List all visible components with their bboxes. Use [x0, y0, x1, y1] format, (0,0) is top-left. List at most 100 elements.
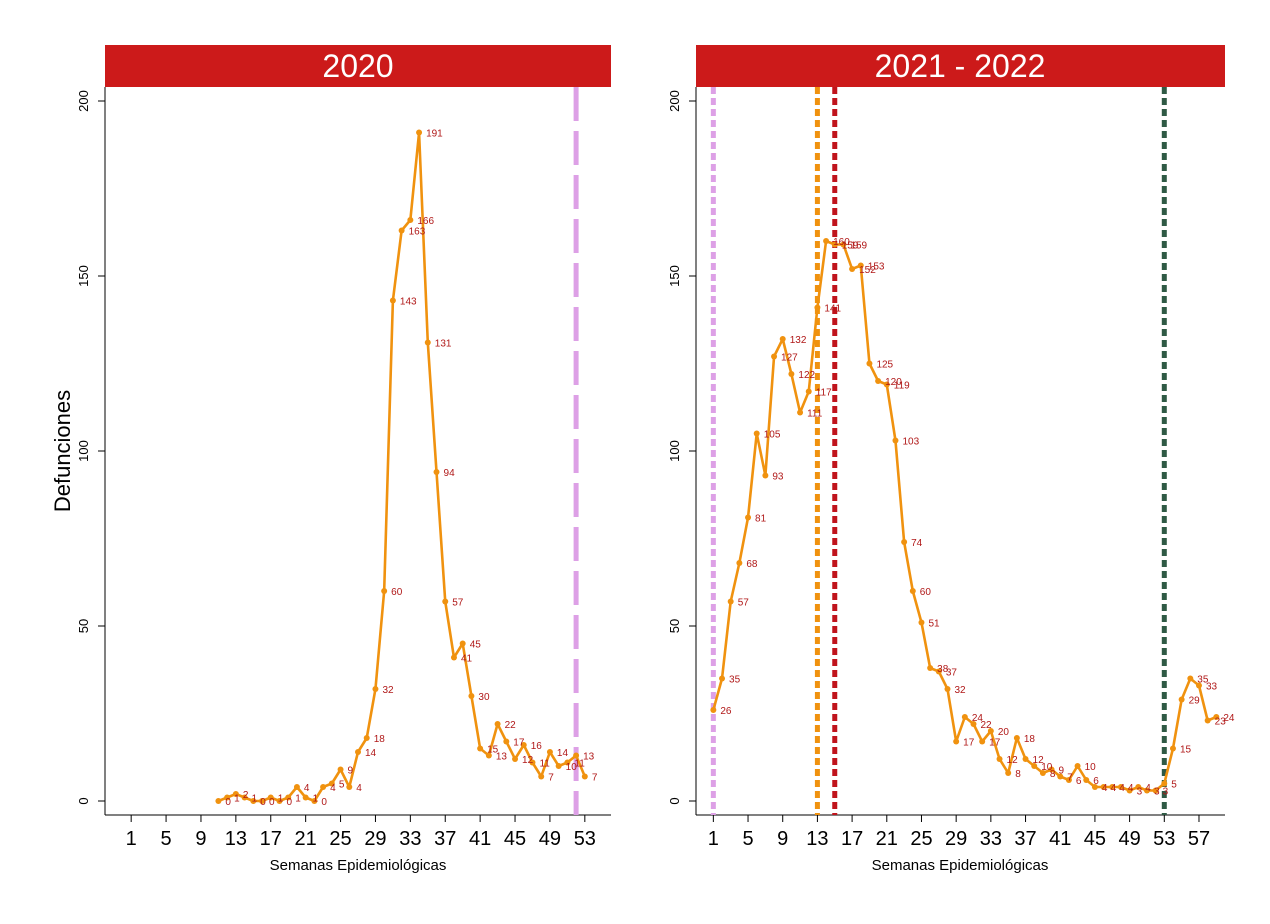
x-tick-label-45: 45	[504, 828, 526, 850]
data-label-week-21: 119	[894, 381, 910, 392]
x-tick-label-13: 13	[806, 828, 828, 850]
data-point-week-30	[381, 588, 388, 594]
data-point-week-14	[823, 238, 830, 244]
data-label-week-21: 1	[313, 794, 319, 805]
data-label-week-29: 17	[963, 738, 975, 749]
x-tick-label-29: 29	[364, 828, 386, 850]
x-tick-label-17: 17	[260, 828, 282, 850]
data-label-week-40: 30	[478, 692, 490, 703]
data-label-week-10: 122	[798, 370, 815, 381]
data-label-week-16: 159	[850, 241, 867, 252]
data-point-week-29	[953, 738, 960, 745]
data-point-week-49	[1126, 787, 1133, 794]
data-point-week-8	[771, 353, 778, 360]
data-label-week-12: 1	[234, 794, 240, 805]
data-point-week-16	[840, 241, 847, 248]
x-tick-label-53: 53	[1153, 828, 1175, 850]
data-label-week-19: 125	[876, 360, 893, 371]
x-tick-label-17: 17	[841, 828, 863, 850]
data-point-week-46	[1100, 784, 1107, 790]
x-tick-label-29: 29	[945, 828, 967, 850]
data-label-week-58: 23	[1215, 717, 1227, 728]
data-label-week-57: 33	[1206, 682, 1218, 693]
x-tick-label-9: 9	[195, 828, 206, 850]
data-point-week-15	[250, 798, 257, 804]
data-label-week-38: 41	[461, 654, 473, 665]
data-label-week-12: 117	[816, 388, 832, 399]
data-point-week-40	[1048, 766, 1055, 773]
x-axis-title-2021-2022: Semanas Epidemiológicas	[872, 857, 1049, 874]
data-point-week-17	[849, 266, 856, 272]
data-point-week-18	[276, 798, 283, 804]
data-label-week-30: 24	[972, 713, 984, 724]
data-point-week-34	[996, 756, 1003, 762]
x-tick-label-49: 49	[539, 828, 561, 850]
data-label-week-49: 14	[557, 748, 569, 759]
x-tick-label-1: 1	[708, 828, 719, 850]
y-axis-title: Defunciones	[50, 390, 75, 512]
data-point-week-23	[901, 539, 908, 545]
y-ticks-2021-2022: 0 50 100 150 200	[667, 90, 696, 805]
data-point-week-35	[1005, 770, 1012, 776]
x-tick-label-9: 9	[777, 828, 788, 850]
data-point-week-55	[1178, 696, 1185, 703]
y-tick-label-200: 200	[667, 90, 682, 112]
data-point-week-52	[1152, 787, 1159, 794]
x-tick-label-5: 5	[742, 828, 753, 850]
data-label-week-32: 163	[409, 227, 426, 238]
data-point-week-25	[918, 619, 925, 626]
data-point-week-16	[259, 798, 266, 804]
data-point-week-12	[805, 388, 812, 395]
data-point-week-23	[320, 784, 327, 790]
data-point-week-58	[1204, 717, 1211, 724]
data-label-week-35: 131	[435, 339, 452, 350]
x-ticks-2021-2022: 1 5 9 13 17 21 25 29 33 37 41 45 49 53 57	[708, 815, 1210, 850]
data-label-week-46: 16	[531, 741, 543, 752]
data-label-week-44: 6	[1093, 776, 1099, 787]
data-label-week-47: 4	[1119, 783, 1125, 794]
data-label-week-56: 35	[1197, 675, 1209, 686]
series-2020: 0 1 2 1 0 0 1 0 141 04 594141832601431631661911319…	[215, 129, 598, 808]
data-label-week-38: 10	[1041, 762, 1053, 773]
data-point-week-18	[857, 262, 864, 269]
data-label-week-6: 105	[764, 430, 781, 441]
data-point-week-27	[355, 749, 361, 755]
data-label-week-15: 159	[842, 241, 859, 252]
data-point-week-42	[1065, 777, 1072, 783]
data-label-week-22: 0	[321, 797, 327, 808]
data-label-week-55: 29	[1189, 696, 1201, 707]
data-point-week-52	[573, 752, 580, 759]
data-label-week-32: 17	[989, 738, 1001, 749]
x-tick-label-5: 5	[161, 828, 172, 850]
data-point-week-31	[389, 297, 396, 304]
data-point-week-46	[520, 742, 527, 748]
vertical-markers-2021-2022	[710, 87, 1167, 815]
data-point-week-37	[1022, 756, 1029, 762]
data-point-week-56	[1187, 675, 1194, 682]
data-label-week-20: 120	[885, 377, 902, 388]
data-point-week-44	[1083, 777, 1090, 783]
data-label-week-34: 191	[426, 129, 443, 140]
data-label-week-15: 0	[260, 797, 266, 808]
data-label-week-1: 26	[720, 706, 732, 717]
data-label-week-53: 7	[592, 773, 598, 784]
header-bar-2020	[105, 45, 611, 87]
data-point-week-33	[987, 728, 994, 734]
data-label-week-3: 57	[738, 598, 750, 609]
series-line	[712, 239, 1217, 792]
data-point-week-6	[753, 430, 760, 437]
data-point-week-20	[875, 378, 882, 384]
data-point-week-35	[424, 339, 431, 346]
data-label-week-13: 2	[243, 790, 249, 801]
data-point-week-57	[1195, 682, 1202, 689]
data-point-week-53	[581, 773, 588, 780]
data-point-week-48	[538, 773, 545, 780]
data-point-week-39	[1039, 770, 1046, 776]
data-point-week-27	[935, 668, 942, 675]
x-tick-label-33: 33	[399, 828, 421, 850]
data-point-week-47	[1109, 784, 1116, 790]
data-label-week-50: 10	[566, 762, 578, 773]
data-label-week-45: 12	[522, 755, 534, 766]
data-point-week-36	[433, 469, 440, 475]
